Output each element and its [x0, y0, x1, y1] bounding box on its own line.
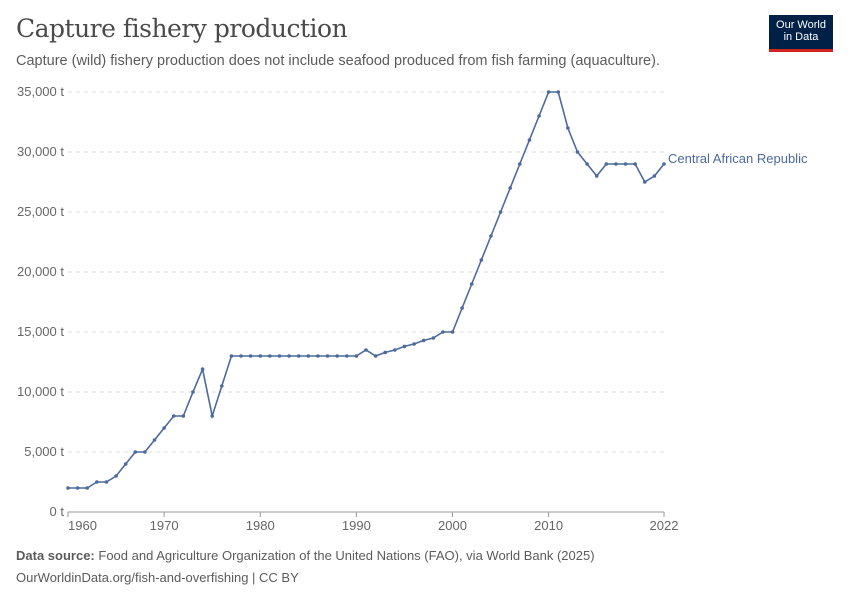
y-tick-label: 20,000 t — [17, 264, 64, 279]
data-point — [354, 354, 359, 358]
data-point — [498, 210, 503, 214]
data-point — [344, 354, 349, 358]
chart-subtitle: Capture (wild) fishery production does n… — [16, 53, 660, 69]
data-point — [479, 258, 484, 262]
data-point — [594, 174, 599, 178]
data-point — [287, 354, 291, 358]
data-point — [248, 354, 253, 358]
chart-title: Capture fishery production — [16, 14, 348, 43]
data-point — [133, 450, 138, 454]
data-point — [335, 354, 339, 358]
x-tick-label: 1970 — [150, 518, 179, 533]
data-point — [316, 354, 320, 358]
x-tick-label: 2000 — [438, 518, 467, 533]
y-tick-label: 15,000 t — [17, 324, 64, 339]
data-point — [239, 354, 243, 358]
y-tick-label: 30,000 t — [17, 144, 64, 159]
data-point — [114, 474, 118, 478]
y-tick-label: 25,000 t — [17, 204, 64, 219]
data-point — [604, 162, 609, 166]
data-point — [296, 354, 301, 358]
data-point — [585, 162, 589, 166]
data-point — [123, 462, 128, 466]
data-point — [75, 486, 80, 490]
data-source: Data source: Food and Agriculture Organi… — [16, 548, 595, 563]
source-text[interactable]: Food and Agriculture Organization of the… — [98, 548, 595, 563]
data-point — [652, 174, 657, 178]
series-label: Central African Republic — [668, 151, 808, 166]
x-tick-label: 1980 — [246, 518, 275, 533]
data-point — [143, 450, 147, 454]
data-point — [383, 350, 388, 355]
data-point — [85, 486, 90, 490]
data-point — [210, 414, 214, 418]
data-point — [469, 282, 474, 286]
data-point — [518, 162, 522, 166]
data-point — [566, 126, 570, 130]
x-tick-label: 1960 — [68, 518, 97, 533]
data-point — [441, 330, 445, 334]
data-point — [508, 186, 512, 190]
y-tick-label: 10,000 t — [17, 384, 64, 399]
data-point — [489, 234, 493, 238]
data-point — [364, 348, 368, 352]
data-point — [537, 114, 541, 118]
y-tick-label: 5,000 t — [24, 444, 64, 459]
data-point — [556, 90, 561, 94]
data-point — [229, 354, 234, 358]
data-point — [171, 414, 176, 418]
data-point — [450, 330, 455, 334]
data-point — [546, 90, 551, 94]
x-tick-label: 2010 — [534, 518, 563, 533]
x-tick-label: 2022 — [650, 518, 679, 533]
data-point — [220, 384, 224, 388]
data-point — [181, 414, 186, 418]
data-point — [421, 338, 426, 343]
y-tick-label: 0 t — [50, 504, 65, 519]
data-point — [393, 348, 397, 352]
data-point — [277, 354, 282, 358]
data-point — [268, 354, 272, 358]
data-point — [575, 150, 580, 154]
data-point — [191, 390, 195, 394]
data-point — [373, 354, 378, 358]
data-point — [258, 354, 263, 358]
data-point — [623, 162, 628, 166]
source-label: Data source: — [16, 548, 95, 563]
data-point — [325, 354, 330, 358]
data-point — [306, 354, 311, 358]
data-point — [162, 426, 166, 430]
owid-logo[interactable]: Our World in Data — [769, 15, 833, 52]
x-tick-label: 1990 — [342, 518, 371, 533]
footer-url[interactable]: OurWorldinData.org/fish-and-overfishing … — [16, 570, 299, 585]
data-point — [527, 138, 532, 142]
data-point — [633, 162, 637, 166]
data-point — [402, 344, 407, 349]
data-point — [95, 480, 99, 484]
y-tick-label: 35,000 t — [17, 84, 64, 99]
data-point — [431, 336, 436, 340]
series-line — [68, 91, 665, 489]
data-point — [642, 180, 647, 184]
data-point — [66, 486, 70, 490]
data-point — [662, 162, 666, 166]
data-point — [412, 342, 416, 346]
data-point — [614, 162, 618, 166]
data-point — [152, 438, 157, 442]
data-point — [200, 367, 205, 372]
data-point — [460, 306, 464, 310]
data-point — [104, 480, 109, 484]
